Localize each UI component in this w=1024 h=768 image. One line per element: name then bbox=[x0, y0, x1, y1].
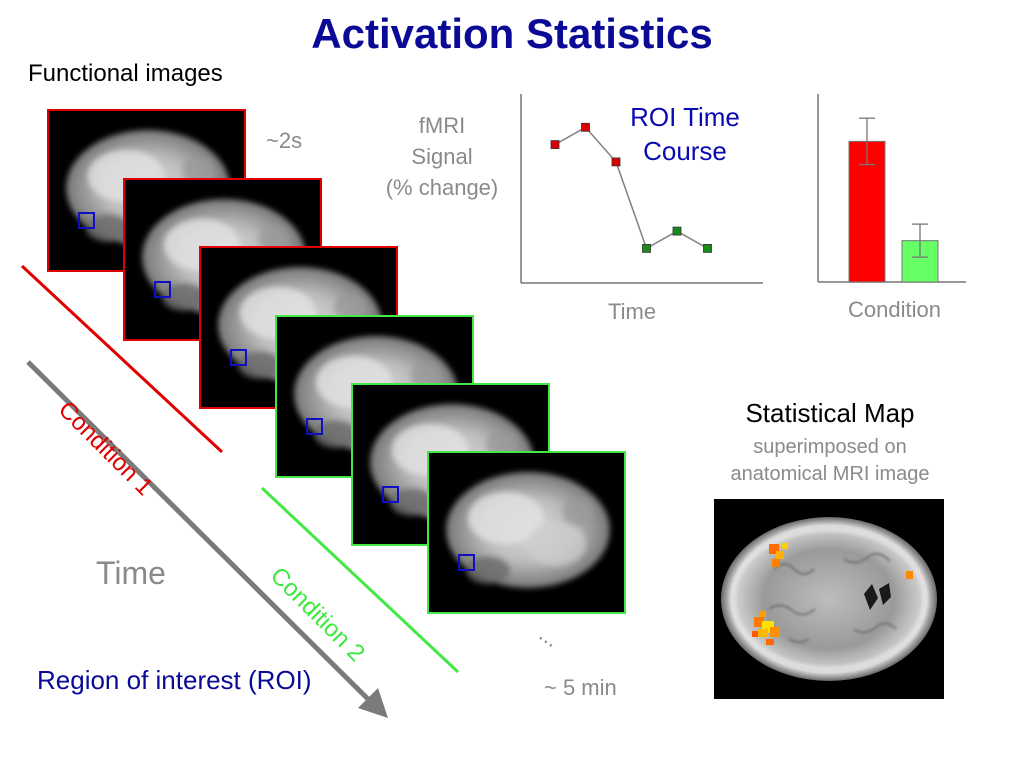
tc-point-4 bbox=[642, 243, 651, 253]
tc-point-3 bbox=[611, 157, 621, 167]
stat-sub-line-2: anatomical MRI image bbox=[730, 463, 930, 485]
roi-box-2 bbox=[154, 281, 171, 298]
tc-point-6 bbox=[703, 243, 712, 253]
statistical-map-subtitle: superimposed on anatomical MRI image bbox=[700, 434, 960, 488]
fmri-line-1: fMRI bbox=[418, 113, 466, 138]
roi-box-4 bbox=[306, 418, 323, 435]
fmri-signal-label: fMRI Signal (% change) bbox=[372, 110, 512, 203]
condition-bar-chart bbox=[817, 94, 966, 283]
roi-time-course-title: ROI Time Course bbox=[620, 100, 750, 168]
activation-blobs bbox=[752, 543, 913, 645]
condition2-line bbox=[260, 486, 460, 674]
fmri-line-2: Signal bbox=[411, 144, 473, 169]
roi-box-1 bbox=[78, 212, 95, 229]
functional-images-label: Functional images bbox=[28, 60, 223, 87]
condition-axis-label: Condition bbox=[848, 297, 941, 322]
roi-time-course-chart bbox=[520, 94, 763, 284]
fmri-line-3: (% change) bbox=[385, 175, 499, 200]
time-arrow bbox=[26, 360, 377, 708]
page-title: Activation Statistics bbox=[311, 10, 713, 57]
time-axis-label: Time bbox=[608, 299, 657, 324]
duration-label: ~ 5 min bbox=[544, 675, 617, 700]
statistical-map-title: Statistical Map bbox=[745, 398, 915, 428]
tc-point-5 bbox=[672, 226, 682, 236]
tc-point-2 bbox=[581, 122, 590, 132]
time-arrow-label: Time bbox=[96, 555, 166, 591]
roi-box-6 bbox=[458, 554, 475, 571]
roi-title-line-1: ROI Time bbox=[630, 102, 740, 132]
tc-point-1 bbox=[550, 140, 560, 149]
condition1-line bbox=[20, 264, 224, 454]
error-bar-1 bbox=[859, 117, 875, 166]
roi-label: Region of interest (ROI) bbox=[37, 665, 312, 695]
statistical-map-image bbox=[714, 499, 944, 699]
tc-series-line bbox=[554, 126, 708, 250]
time-arrow-head bbox=[358, 688, 388, 718]
functional-frame-6 bbox=[427, 451, 626, 614]
stat-sub-line-1: superimposed on bbox=[753, 436, 907, 458]
tr-label: ~2s bbox=[266, 128, 303, 153]
roi-title-line-2: Course bbox=[643, 136, 727, 166]
error-bar-2 bbox=[912, 223, 928, 258]
roi-box-5 bbox=[382, 486, 399, 503]
roi-box-3 bbox=[230, 349, 247, 366]
